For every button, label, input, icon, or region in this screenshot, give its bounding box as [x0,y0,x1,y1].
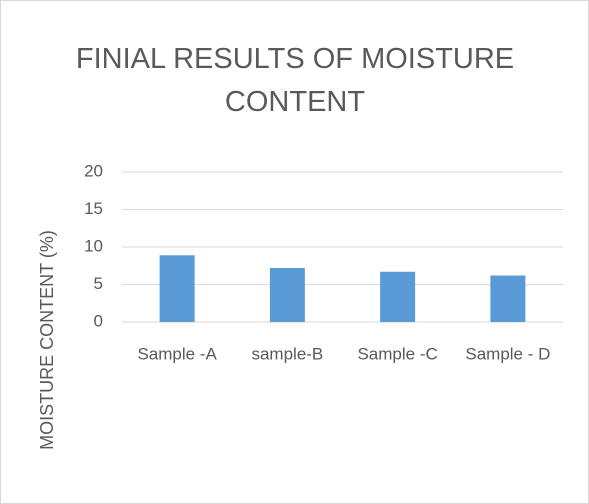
y-tick-label: 0 [94,311,103,330]
x-tick-label: Sample -C [357,344,437,363]
y-tick-label: 20 [84,161,103,180]
bar [490,275,526,322]
x-tick-label: Sample -A [137,344,217,363]
x-tick-label: Sample - D [465,344,550,363]
bar [380,271,416,322]
y-tick-label: 5 [94,274,103,293]
bar [159,255,195,322]
x-tick-label: sample-B [251,344,323,363]
y-tick-label: 10 [84,236,103,255]
y-tick-label: 15 [84,199,103,218]
bar [269,268,305,322]
chart-title: FINIAL RESULTS OF MOISTURE CONTENT [75,43,515,118]
y-axis-label: MOISTURE CONTENT (%) [37,230,57,450]
